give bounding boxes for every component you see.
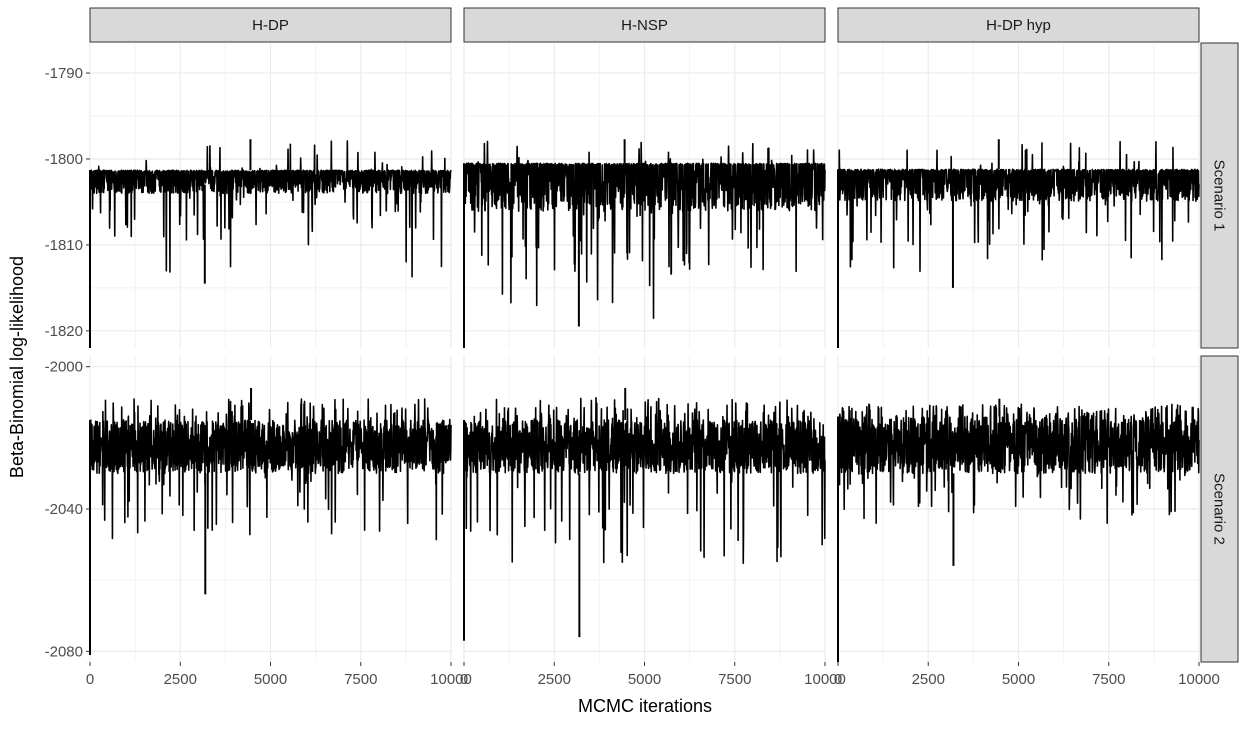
x-tick-label: 10000 xyxy=(430,671,472,688)
x-tick-label: 2500 xyxy=(164,671,197,688)
panels-layer xyxy=(89,43,1200,663)
facet-strip-label: H-DP hyp xyxy=(986,17,1051,34)
x-tick-label: 10000 xyxy=(804,671,846,688)
facet-strip-column xyxy=(837,7,1200,43)
facet-panel xyxy=(837,356,1200,663)
series-trace-line xyxy=(463,397,826,641)
series-trace-line xyxy=(89,398,452,655)
x-tick-label: 0 xyxy=(86,671,94,688)
series-trace-line xyxy=(837,140,1200,349)
facet-panel xyxy=(89,356,452,662)
facet-strip-label: H-DP xyxy=(252,17,289,34)
y-tick-label: -2040 xyxy=(45,501,83,518)
x-tick-label: 0 xyxy=(834,671,842,688)
facet-strip-label: H-NSP xyxy=(621,17,668,34)
x-tick-label: 5000 xyxy=(254,671,287,688)
x-tick-label: 2500 xyxy=(912,671,945,688)
series-trace-line xyxy=(89,140,452,349)
x-tick-label: 10000 xyxy=(1178,671,1220,688)
x-tick-label: 0 xyxy=(460,671,468,688)
y-tick-label: -1790 xyxy=(45,65,83,82)
facet-panel xyxy=(463,356,826,662)
y-tick-label: -1800 xyxy=(45,151,83,168)
facet-strip-label: Scenario 1 xyxy=(1211,160,1228,232)
x-axis-title: MCMC iterations xyxy=(578,696,712,716)
facet-strip-row xyxy=(1200,42,1239,349)
y-tick-label: -1810 xyxy=(45,237,83,254)
facet-panel xyxy=(463,43,826,349)
strips-layer: H-DP H-NSP H-DP hyp Scenario 1 Scenario 2 xyxy=(89,7,1239,663)
facet-panel xyxy=(89,43,452,349)
series-trace-line xyxy=(463,140,826,349)
facet-strip-column xyxy=(463,7,826,43)
facet-strip-row xyxy=(1200,355,1239,663)
x-tick-label: 5000 xyxy=(628,671,661,688)
y-tick-label: -2080 xyxy=(45,643,83,660)
y-tick-label: -2000 xyxy=(45,359,83,376)
x-tick-label: 7500 xyxy=(1092,671,1125,688)
x-tick-label: 5000 xyxy=(1002,671,1035,688)
series-trace-line xyxy=(837,403,1200,663)
y-tick-label: -1820 xyxy=(45,323,83,340)
x-tick-label: 7500 xyxy=(344,671,377,688)
x-tick-label: 2500 xyxy=(538,671,571,688)
y-axis-title: Beta-Binomial log-likelihood xyxy=(7,256,27,478)
facet-panel xyxy=(837,43,1200,349)
facet-strip-label: Scenario 2 xyxy=(1211,473,1228,545)
x-tick-label: 7500 xyxy=(718,671,751,688)
facet-strip-column xyxy=(89,7,452,43)
